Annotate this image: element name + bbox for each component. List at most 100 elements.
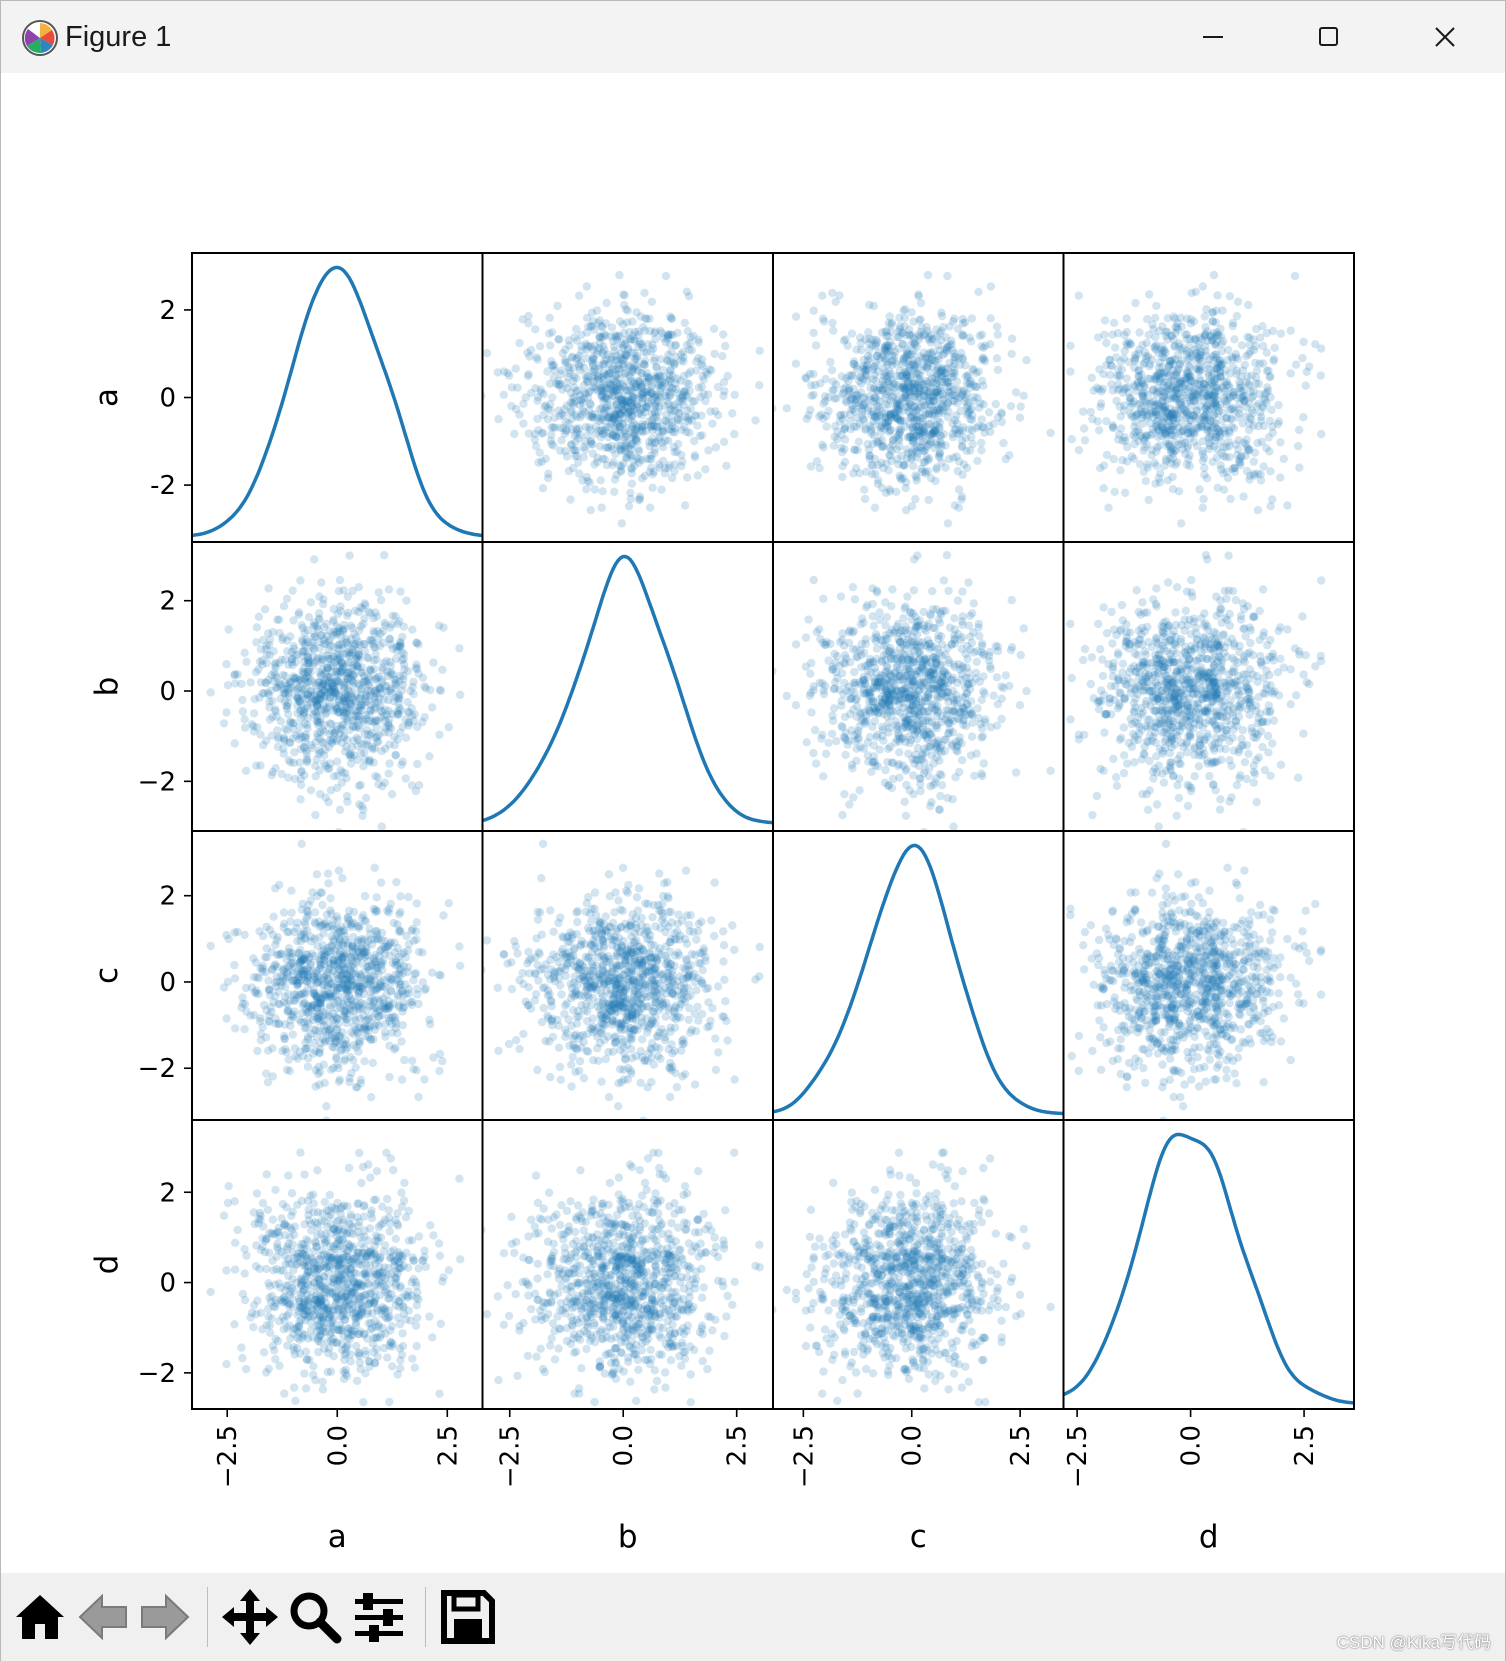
scatter-point: [943, 688, 953, 697]
scatter-point: [359, 619, 368, 629]
scatter-point: [880, 681, 889, 691]
scatter-point: [863, 661, 872, 670]
scatter-point: [893, 414, 902, 423]
scatter-point: [865, 451, 874, 460]
scatter-point: [925, 764, 934, 773]
scatter-point: [312, 700, 322, 709]
scatter-point: [342, 637, 351, 647]
scatter-point: [655, 433, 664, 442]
scatter-point: [617, 445, 626, 454]
scatter-point: [1211, 419, 1220, 428]
scatter-point: [969, 366, 978, 375]
scatter-point: [555, 379, 565, 389]
scatter-point: [304, 658, 313, 668]
scatter-point: [369, 626, 378, 636]
scatter-point: [255, 657, 265, 666]
scatter-point: [921, 422, 930, 431]
scatter-point: [830, 432, 839, 442]
scatter-point: [867, 460, 876, 470]
scatter-point: [617, 395, 626, 405]
scatter-point: [1110, 487, 1119, 496]
scatter-point: [898, 626, 907, 635]
scatter-point: [677, 450, 686, 460]
scatter-point: [876, 635, 885, 644]
scatter-point: [1188, 411, 1197, 420]
scatter-point: [923, 393, 932, 402]
scatter-point: [882, 459, 891, 468]
scatter-point: [977, 330, 987, 339]
scatter-point: [1171, 394, 1180, 403]
scatter-point: [973, 393, 982, 402]
scatter-point: [317, 670, 326, 679]
scatter-point: [915, 384, 924, 393]
scatter-point: [935, 743, 945, 753]
scatter-point: [966, 645, 975, 654]
scatter-point: [908, 675, 918, 685]
scatter-point: [1131, 382, 1140, 391]
scatter-point: [264, 584, 273, 593]
scatter-point: [896, 708, 905, 717]
scatter-point: [627, 415, 636, 425]
scatter-point: [870, 677, 880, 686]
scatter-point: [658, 377, 667, 386]
scatter-point: [290, 650, 300, 660]
scatter-point: [877, 407, 886, 416]
maximize-button[interactable]: [1271, 1, 1387, 73]
scatter-point: [930, 706, 939, 715]
scatter-point: [499, 390, 508, 399]
scatter-point: [346, 674, 355, 683]
scatter-point: [562, 452, 572, 461]
scatter-point: [859, 744, 868, 753]
scatter-point: [927, 751, 936, 760]
scatter-point: [588, 449, 597, 458]
scatter-point: [627, 367, 637, 376]
scatter-point: [567, 414, 576, 424]
scatter-point: [1230, 335, 1239, 344]
scatter-point: [690, 411, 700, 420]
scatter-point: [1142, 440, 1152, 449]
scatter-point: [561, 426, 571, 435]
scatter-point: [915, 654, 924, 663]
scatter-point: [623, 392, 632, 401]
scatter-point: [591, 384, 600, 394]
scatter-point: [844, 682, 853, 692]
scatter-point: [388, 644, 398, 653]
scatter-point: [901, 602, 910, 611]
scatter-point: [859, 675, 869, 684]
scatter-point: [1118, 388, 1128, 397]
scatter-point: [690, 436, 699, 446]
scatter-point: [293, 694, 303, 703]
scatter-point: [338, 663, 347, 672]
scatter-point: [936, 367, 945, 376]
scatter-point: [886, 382, 895, 391]
scatter-point: [935, 756, 944, 765]
scatter-point: [222, 708, 231, 717]
scatter-point: [1211, 433, 1221, 442]
close-button[interactable]: [1387, 1, 1503, 73]
scatter-point: [853, 390, 862, 399]
scatter-point: [548, 362, 558, 371]
minimize-button[interactable]: [1155, 1, 1271, 73]
scatter-point: [1123, 341, 1132, 350]
scatter-point: [1209, 382, 1218, 391]
scatter-point: [647, 463, 656, 472]
scatter-point: [926, 330, 936, 340]
scatter-point: [1138, 390, 1147, 400]
scatter-point: [595, 331, 604, 341]
scatter-point: [970, 393, 979, 402]
scatter-point: [1201, 391, 1211, 400]
scatter-point: [336, 700, 345, 709]
title-bar[interactable]: Figure 1: [1, 1, 1505, 73]
scatter-point: [1239, 396, 1249, 406]
scatter-point: [1177, 419, 1186, 428]
scatter-point: [974, 367, 983, 376]
scatter-point: [366, 609, 375, 618]
scatter-point: [647, 409, 657, 418]
figure-canvas[interactable]: 2 0 -2 a 2 0 −2 b 2 0 −2 c 2 0 −2 d −2.5 0.0 2.5 a −2.5 0.0 2.…: [1, 73, 1505, 1573]
scatter-point: [632, 308, 641, 317]
scatter-point: [334, 708, 344, 717]
scatter-point: [546, 341, 555, 350]
scatter-point: [694, 335, 703, 344]
scatter-point: [837, 430, 846, 439]
scatter-point: [918, 716, 927, 725]
